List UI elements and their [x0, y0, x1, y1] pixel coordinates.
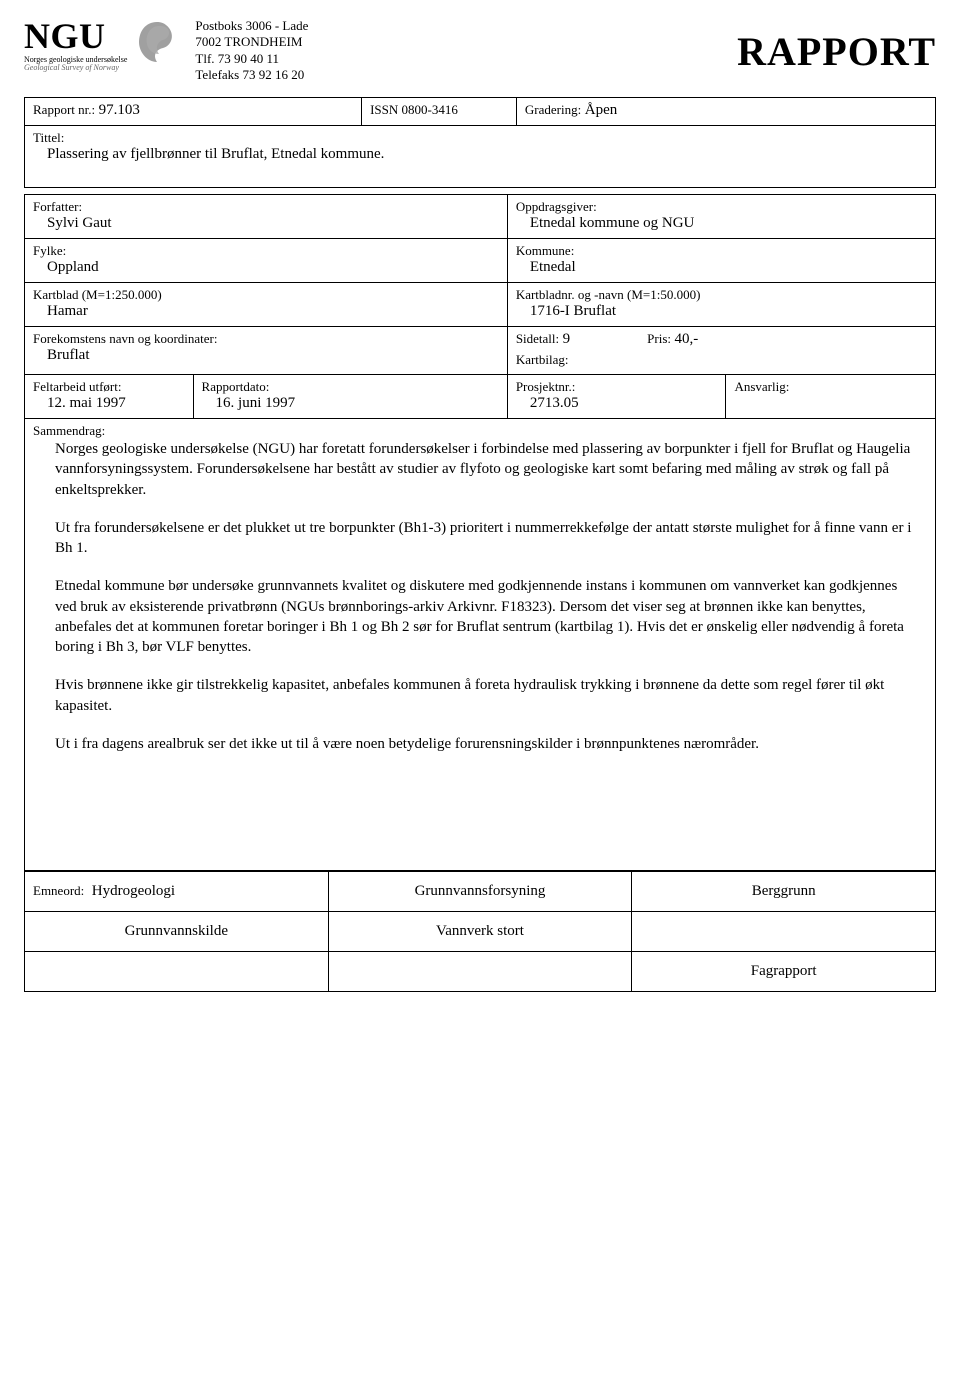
- kw-33: Fagrapport: [751, 963, 817, 979]
- org-abbr: NGU: [24, 18, 127, 54]
- reportdate: 16. juni 1997: [216, 395, 499, 412]
- cell-project: Prosjektnr.: 2713.05: [507, 375, 726, 419]
- fieldwork-label: Feltarbeid utført:: [33, 379, 185, 395]
- addr-line1: Postboks 3006 - Lade: [195, 18, 308, 34]
- kw-cell-32: [328, 952, 632, 992]
- county-label: Fylke:: [33, 243, 499, 259]
- addr-line4: Telefaks 73 92 16 20: [195, 67, 308, 83]
- pages-label: Sidetall:: [516, 331, 559, 346]
- project-label: Prosjektnr.:: [516, 379, 718, 395]
- project: 2713.05: [530, 395, 718, 412]
- issn-label: ISSN 0800-3416: [370, 102, 458, 117]
- report-nr: 97.103: [99, 102, 140, 118]
- municipality-label: Kommune:: [516, 243, 927, 259]
- title-label: Tittel:: [33, 130, 927, 146]
- kw-11: Hydrogeologi: [92, 883, 175, 899]
- cell-report-nr: Rapport nr.: 97.103: [25, 98, 362, 126]
- kw-cell-13: Berggrunn: [632, 872, 936, 912]
- logo-text: NGU Norges geologiske undersøkelse Geolo…: [24, 18, 127, 72]
- price: 40,-: [675, 331, 699, 347]
- kw-12: Grunnvannsforsyning: [415, 883, 546, 899]
- responsible-label: Ansvarlig:: [734, 379, 927, 395]
- title: Plassering av fjellbrønner til Bruflat, …: [47, 146, 927, 163]
- cell-mapsheet-nr: Kartbladnr. og -navn (M=1:50.000) 1716-I…: [507, 283, 935, 327]
- cell-reportdate: Rapportdato: 16. juni 1997: [193, 375, 507, 419]
- kw-cell-22: Vannverk stort: [328, 912, 632, 952]
- kw-22: Vannverk stort: [436, 923, 524, 939]
- kw-cell-12: Grunnvannsforsyning: [328, 872, 632, 912]
- county: Oppland: [47, 259, 499, 276]
- mapsheet-label: Kartblad (M=1:250.000): [33, 287, 499, 303]
- cell-summary: Sammendrag: Norges geologiske undersøkel…: [25, 419, 936, 871]
- map-annex-label: Kartbilag:: [516, 352, 927, 368]
- kw-cell-31: [25, 952, 329, 992]
- mapsheet: Hamar: [47, 303, 499, 320]
- mapsheet-nr-label: Kartbladnr. og -navn (M=1:50.000): [516, 287, 927, 303]
- metadata-table-2: Forfatter: Sylvi Gaut Oppdragsgiver: Etn…: [24, 194, 936, 871]
- org-name-en: Geological Survey of Norway: [24, 64, 127, 72]
- cell-fieldwork: Feltarbeid utført: 12. mai 1997: [25, 375, 194, 419]
- kw-21: Grunnvannskilde: [125, 923, 228, 939]
- summary-p4: Hvis brønnene ikke gir tilstrekkelig kap…: [55, 675, 917, 716]
- cell-client: Oppdragsgiver: Etnedal kommune og NGU: [507, 195, 935, 239]
- reportdate-label: Rapportdato:: [202, 379, 499, 395]
- summary-p3: Etnedal kommune bør undersøke grunnvanne…: [55, 576, 917, 657]
- metadata-table: Rapport nr.: 97.103 ISSN 0800-3416 Grade…: [24, 97, 936, 188]
- cell-deposit: Forekomstens navn og koordinater: Brufla…: [25, 327, 508, 375]
- cell-pages-price: Sidetall: 9 Pris: 40,- Kartbilag:: [507, 327, 935, 375]
- letterhead: NGU Norges geologiske undersøkelse Geolo…: [24, 18, 936, 83]
- deposit-label: Forekomstens navn og koordinater:: [33, 331, 499, 347]
- kw-cell-11: Emneord: Hydrogeologi: [25, 872, 329, 912]
- cell-issn: ISSN 0800-3416: [362, 98, 517, 126]
- summary-p1: Norges geologiske undersøkelse (NGU) har…: [55, 439, 917, 500]
- kw-13: Berggrunn: [752, 883, 816, 899]
- author-label: Forfatter:: [33, 199, 499, 215]
- grading: Åpen: [585, 102, 618, 118]
- summary-p5: Ut i fra dagens arealbruk ser det ikke u…: [55, 734, 917, 754]
- cell-county: Fylke: Oppland: [25, 239, 508, 283]
- mapsheet-nr: 1716-I Bruflat: [530, 303, 927, 320]
- cell-title: Tittel: Plassering av fjellbrønner til B…: [25, 126, 936, 188]
- document-type-heading: RAPPORT: [737, 18, 936, 75]
- deposit: Bruflat: [47, 347, 499, 364]
- ngu-swirl-icon: [133, 18, 181, 66]
- client: Etnedal kommune og NGU: [530, 215, 927, 232]
- cell-responsible: Ansvarlig:: [726, 375, 936, 419]
- addr-line3: Tlf. 73 90 40 11: [195, 51, 308, 67]
- keywords-table: Emneord: Hydrogeologi Grunnvannsforsynin…: [24, 871, 936, 992]
- author: Sylvi Gaut: [47, 215, 499, 232]
- client-label: Oppdragsgiver:: [516, 199, 927, 215]
- addr-line2: 7002 TRONDHEIM: [195, 34, 308, 50]
- report-nr-label: Rapport nr.:: [33, 102, 95, 117]
- kw-cell-33: Fagrapport: [632, 952, 936, 992]
- summary-p2: Ut fra forundersøkelsene er det plukket …: [55, 518, 917, 559]
- cell-author: Forfatter: Sylvi Gaut: [25, 195, 508, 239]
- grading-label: Gradering:: [525, 102, 581, 117]
- keywords-label: Emneord:: [33, 883, 84, 898]
- kw-cell-21: Grunnvannskilde: [25, 912, 329, 952]
- kw-cell-23: [632, 912, 936, 952]
- summary-label: Sammendrag:: [33, 423, 927, 439]
- cell-grading: Gradering: Åpen: [516, 98, 935, 126]
- fieldwork: 12. mai 1997: [47, 395, 185, 412]
- cell-municipality: Kommune: Etnedal: [507, 239, 935, 283]
- logo-block: NGU Norges geologiske undersøkelse Geolo…: [24, 18, 181, 72]
- municipality: Etnedal: [530, 259, 927, 276]
- pages: 9: [563, 331, 571, 347]
- price-label: Pris:: [647, 331, 671, 346]
- cell-mapsheet: Kartblad (M=1:250.000) Hamar: [25, 283, 508, 327]
- address-block: Postboks 3006 - Lade 7002 TRONDHEIM Tlf.…: [195, 18, 308, 83]
